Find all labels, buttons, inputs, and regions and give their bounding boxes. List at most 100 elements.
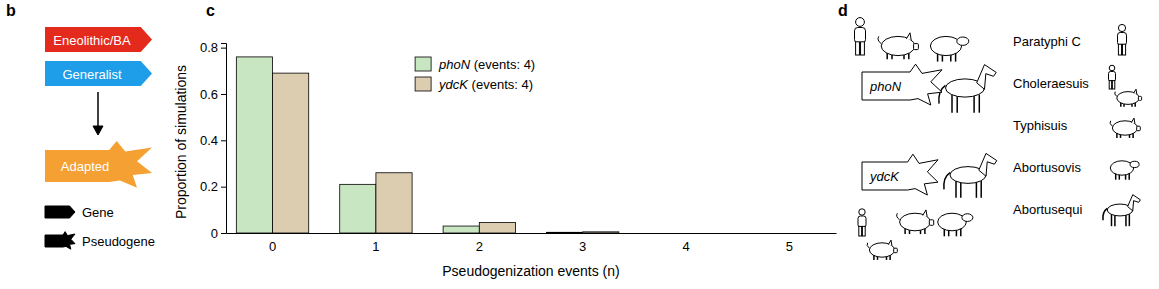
pig-icon (897, 210, 934, 234)
y-tick-label: 0 (211, 226, 218, 241)
icon-part (914, 44, 919, 50)
panel-d: phoNydcKParatyphi CCholeraesuisTyphisuis… (855, 18, 1142, 260)
pseudogene-key (45, 232, 75, 250)
bar (789, 233, 825, 234)
bar (686, 233, 722, 234)
serovar-label: Typhisuis (1013, 118, 1068, 133)
pig-icon (878, 33, 918, 59)
bars (236, 57, 619, 233)
bar (340, 184, 376, 233)
legend: phoN (events: 4) ydcK (events: 4) (415, 57, 535, 92)
human-icon (1118, 24, 1127, 55)
icon-part (894, 248, 898, 253)
horse-icon (939, 65, 996, 113)
x-tick-label: 5 (786, 239, 793, 254)
icon-part (888, 240, 892, 245)
x-axis: 0 1 2 3 4 5 (227, 233, 837, 254)
y-tick-label: 0.2 (200, 179, 218, 194)
icon-part (939, 85, 946, 103)
icon-part (1137, 126, 1141, 131)
icon-part (944, 173, 950, 190)
panel-label: d (838, 2, 848, 19)
box-label: Generalist (62, 67, 122, 82)
icon-part (977, 65, 997, 90)
pig-icon (1115, 89, 1142, 107)
icon-part (856, 42, 860, 55)
y-axis-line (221, 44, 227, 234)
legend-label: Pseudogene (82, 234, 155, 249)
icon-part (1118, 44, 1121, 55)
icon-part (979, 95, 981, 113)
icon-part (1109, 81, 1111, 89)
icon-part (1110, 121, 1112, 126)
box-label: Adapted (61, 159, 109, 174)
icon-part (960, 181, 962, 198)
icon-part (1109, 65, 1115, 71)
x-tick: 1 (372, 233, 379, 254)
icon-part (957, 37, 969, 45)
panel-b: Eneolithic/BAGeneralistAdaptedGenePseudo… (45, 27, 155, 249)
icon-part (906, 33, 911, 40)
icon-part (1118, 24, 1125, 31)
legend-label: ydcK (events: 4) (438, 77, 533, 92)
panel-c: 00.20.40.60.8012345Pseudogenization even… (173, 40, 837, 279)
pseudogene-box (862, 154, 938, 195)
icon-part (861, 42, 865, 55)
icon-part (962, 214, 973, 222)
icon-part (1134, 89, 1137, 94)
flow-arrow-head (93, 126, 103, 135)
y-tick-label: 0.8 (200, 40, 218, 55)
gene-label: phoN (869, 79, 902, 94)
icon-part (855, 28, 866, 43)
y-tick: 0.8 (200, 40, 226, 55)
x-tick: 3 (579, 233, 586, 254)
sheep-icon (938, 213, 973, 236)
horse-icon (944, 153, 997, 197)
x-tick: 4 (682, 233, 689, 254)
icon-part (859, 209, 865, 215)
icon-part (1112, 81, 1114, 89)
icon-part (1131, 118, 1135, 123)
y-tick: 0.6 (200, 87, 226, 102)
serovar-label: Abortusequi (1013, 202, 1082, 217)
horse-icon (1103, 195, 1141, 226)
y-tick: 0.2 (200, 179, 226, 194)
pig-icon (867, 240, 897, 260)
bar (479, 223, 515, 233)
y-tick-mark (221, 187, 226, 188)
y-tick-mark (221, 48, 226, 49)
y-tick-mark (221, 140, 226, 141)
icon-part (1118, 33, 1127, 46)
human-icon (855, 18, 866, 55)
gene-box (45, 27, 152, 52)
y-axis: 00.20.40.60.8 (200, 40, 227, 240)
y-tick-label: 0.6 (200, 87, 218, 102)
figure: bcdEneolithic/BAGeneralistAdaptedGenePse… (0, 0, 1159, 289)
x-tick-label: 4 (682, 239, 689, 254)
icon-part (1111, 214, 1113, 226)
icon-part (956, 95, 958, 113)
pig-icon (1110, 118, 1140, 138)
gene-key (45, 206, 75, 218)
x-tick-label: 1 (372, 239, 379, 254)
sheep-icon (1110, 161, 1139, 180)
icon-part (859, 226, 862, 236)
icon-part (856, 18, 865, 27)
x-tick: 0 (269, 233, 276, 254)
legend-label: phoN (events: 4) (438, 57, 535, 72)
y-axis-title: Proportion of simulations (173, 65, 189, 219)
x-tick: 2 (476, 233, 483, 254)
icon-part (1103, 208, 1107, 220)
icon-part (1128, 195, 1141, 211)
bar (547, 232, 583, 233)
icon-part (923, 210, 927, 217)
icon-part (897, 213, 900, 220)
flow-arrow (97, 92, 99, 128)
human-icon (1109, 65, 1116, 89)
icon-part (973, 95, 975, 113)
serovar-label: Paratyphi C (1013, 34, 1081, 49)
icon-part (1115, 92, 1117, 97)
icon-part (1122, 44, 1125, 55)
legend-swatch (415, 77, 431, 91)
bar (583, 232, 619, 233)
